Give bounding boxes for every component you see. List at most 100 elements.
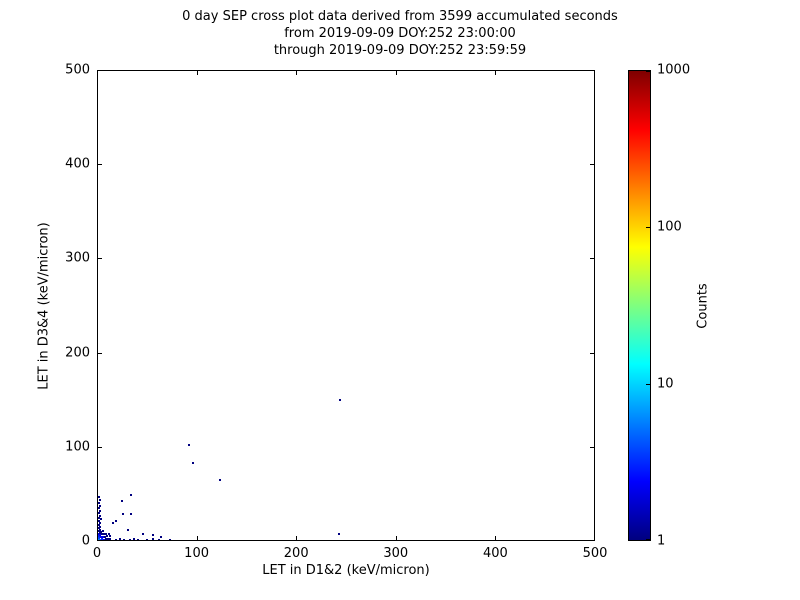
scatter-point — [98, 498, 101, 501]
scatter-point — [102, 539, 105, 540]
scatter-point — [98, 505, 101, 508]
scatter-point — [103, 540, 105, 541]
scatter-point — [98, 534, 101, 537]
scatter-point — [157, 539, 160, 540]
scatter-point — [141, 533, 144, 536]
colorbar-tick — [646, 539, 650, 540]
scatter-point — [106, 540, 108, 541]
scatter-point — [121, 540, 123, 541]
y-tick — [98, 258, 102, 260]
scatter-point — [136, 539, 139, 540]
y-tick-label: 100 — [65, 439, 90, 455]
colorbar-tick — [646, 71, 650, 72]
scatter-point — [117, 540, 119, 541]
scatter-point — [338, 532, 341, 535]
scatter-point — [114, 539, 117, 540]
scatter-point — [173, 540, 175, 541]
scatter-point — [191, 461, 194, 464]
scatter-point — [98, 511, 100, 514]
scatter-point — [107, 540, 109, 541]
scatter-point — [99, 530, 102, 533]
x-tick-label: 500 — [582, 546, 608, 561]
y-tick — [98, 70, 102, 71]
colorbar-tick-label: 1 — [657, 533, 666, 549]
y-tick-label: 200 — [65, 345, 90, 361]
y-tick — [590, 164, 594, 166]
scatter-point — [120, 500, 123, 503]
scatter-point — [151, 538, 154, 540]
scatter-point — [98, 528, 101, 531]
y-tick — [590, 352, 594, 354]
y-tick — [98, 164, 102, 166]
scatter-point — [129, 493, 132, 496]
scatter-point — [143, 540, 145, 541]
scatter-point — [98, 507, 100, 510]
colorbar-tick — [646, 227, 650, 228]
scatter-point — [121, 512, 124, 515]
scatter-point — [125, 540, 127, 541]
x-tick-label: 300 — [383, 546, 409, 561]
scatter-point — [161, 540, 163, 541]
scatter-point — [108, 535, 111, 538]
scatter-point — [99, 536, 102, 539]
scatter-point — [100, 538, 103, 540]
scatter-point — [98, 525, 101, 528]
scatter-point — [102, 540, 104, 541]
scatter-point — [168, 539, 171, 540]
scatter-point — [99, 518, 102, 521]
y-tick-label: 400 — [65, 156, 90, 172]
scatter-point — [98, 522, 101, 525]
scatter-point — [112, 540, 114, 541]
scatter-point — [108, 540, 110, 541]
scatter-point — [126, 528, 129, 531]
scatter-point — [98, 495, 100, 498]
scatter-point — [135, 540, 137, 541]
scatter-point — [101, 540, 103, 541]
x-tick — [196, 71, 198, 75]
scatter-point — [132, 538, 135, 540]
scatter-point — [177, 540, 179, 541]
scatter-point — [98, 524, 100, 527]
scatter-point — [165, 540, 167, 541]
scatter-point — [98, 514, 101, 517]
scatter-point — [218, 478, 221, 481]
scatter-point — [145, 539, 148, 540]
scatter-point — [159, 536, 162, 539]
scatter-point — [114, 540, 116, 541]
scatter-point — [98, 540, 100, 541]
scatter-point — [108, 538, 111, 540]
x-tick — [296, 536, 298, 540]
x-tick-label: 400 — [482, 546, 508, 561]
scatter-point — [129, 512, 132, 515]
x-tick-label: 200 — [283, 546, 309, 561]
chart-title-line1: 0 day SEP cross plot data derived from 3… — [182, 9, 618, 24]
y-tick-label: 300 — [65, 250, 90, 266]
scatter-point — [98, 502, 100, 505]
colorbar-tick — [646, 384, 650, 385]
scatter-point — [151, 534, 154, 537]
scatter-point — [98, 520, 100, 523]
x-tick — [296, 71, 298, 75]
scatter-point — [105, 540, 107, 541]
x-tick — [495, 71, 497, 75]
scatter-point — [187, 443, 190, 446]
y-tick — [590, 446, 594, 448]
plot-area — [97, 70, 595, 541]
x-tick — [97, 71, 98, 75]
y-tick-label: 0 — [81, 533, 90, 549]
scatter-point — [111, 522, 114, 525]
scatter-point — [122, 539, 125, 540]
y-tick — [98, 446, 102, 448]
x-tick — [495, 536, 497, 540]
x-tick — [395, 536, 397, 540]
scatter-point — [127, 540, 129, 541]
scatter-point — [128, 539, 131, 540]
scatter-point — [118, 538, 121, 540]
scatter-point — [103, 536, 106, 539]
scatter-point — [106, 538, 109, 540]
scatter-point — [104, 540, 106, 541]
scatter-point — [101, 529, 104, 532]
scatter-point — [105, 535, 108, 538]
x-tick — [196, 536, 198, 540]
scatter-point — [339, 398, 342, 401]
